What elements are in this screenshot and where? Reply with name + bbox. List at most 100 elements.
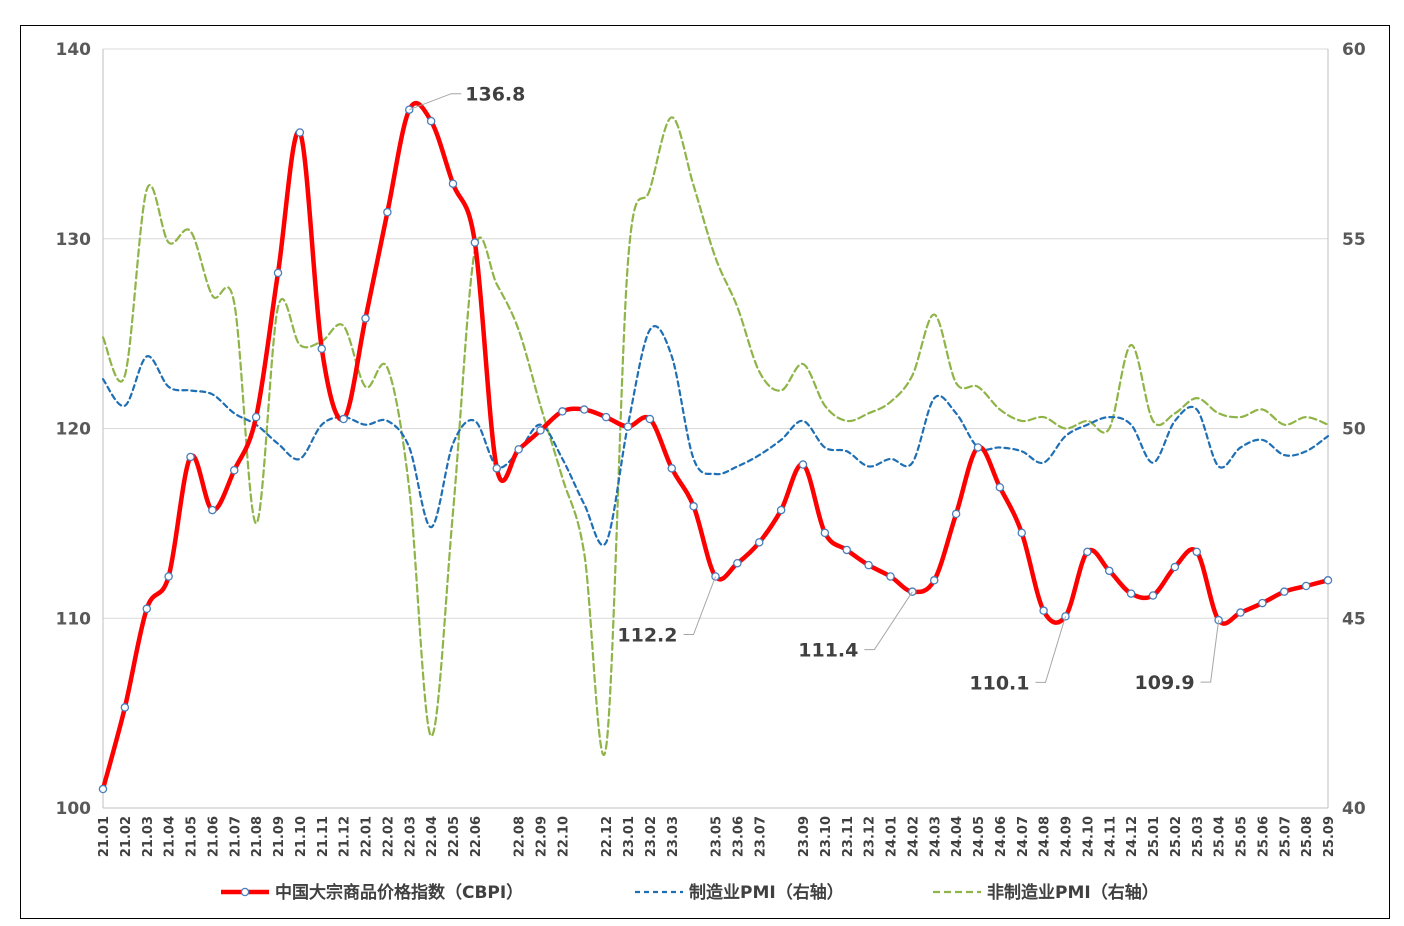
legend-label-2: 制造业PMI（右轴） (689, 882, 844, 903)
data-point (98, 784, 108, 794)
data-point (383, 207, 392, 217)
y-left-tick-label: 140 (56, 40, 92, 60)
x-tick-label: 24.02 (906, 816, 921, 857)
x-tick-label: 24.12 (1125, 816, 1140, 857)
x-tick-label: 22.01 (360, 816, 375, 857)
data-point (1236, 608, 1245, 617)
x-tick-label: 23.01 (622, 816, 637, 857)
x-tick-label: 22.10 (556, 816, 571, 857)
x-tick-label: 21.12 (338, 816, 353, 857)
x-tick-label: 24.09 (1060, 816, 1075, 857)
data-point (623, 422, 633, 431)
x-tick-label: 24.08 (1038, 816, 1053, 857)
data-point (229, 465, 239, 475)
data-point (930, 576, 939, 585)
y-right-tick-label: 55 (1342, 230, 1366, 250)
x-tick-label: 21.06 (206, 816, 221, 857)
x-tick-label: 23.03 (666, 816, 681, 857)
data-point (995, 483, 1005, 492)
data-point (580, 405, 589, 414)
x-tick-label: 24.11 (1103, 816, 1118, 857)
legend-label-3: 非制造业PMI（右轴） (987, 882, 1159, 903)
x-tick-label: 25.03 (1191, 816, 1206, 857)
data-point (1105, 566, 1114, 576)
y-right-tick-label: 40 (1342, 799, 1366, 819)
x-tick-label: 25.08 (1300, 816, 1315, 857)
y-left-tick-label: 120 (56, 420, 92, 440)
y-left-tick-label: 110 (56, 609, 92, 629)
x-tick-label: 25.06 (1256, 816, 1271, 857)
y-left-tick-label: 100 (56, 799, 92, 819)
chart-frame: 100 110 120 130 140 40 45 50 55 60 21.01 21.02 21.03… (20, 25, 1390, 919)
x-tick-label: 22.09 (535, 816, 550, 857)
callout-leader (1200, 620, 1220, 683)
data-point (1126, 589, 1136, 598)
series-line-2 (101, 325, 1330, 547)
data-point (1280, 587, 1289, 596)
data-point (1039, 606, 1048, 615)
x-tick-label: 23.12 (863, 816, 878, 857)
callout-leader (1035, 616, 1066, 683)
axes (102, 49, 1329, 809)
data-label: 111.4 (798, 640, 858, 662)
x-tick-label: 25.04 (1213, 816, 1228, 857)
data-point (339, 414, 348, 424)
y-right-tick-label: 50 (1342, 420, 1366, 440)
data-point (208, 505, 217, 515)
x-tick-label: 21.10 (294, 816, 309, 857)
data-point (1148, 591, 1158, 600)
data-point (842, 545, 852, 555)
data-point (1301, 581, 1311, 591)
data-point (667, 464, 677, 473)
data-point (317, 344, 326, 354)
x-tick-label: 24.06 (994, 816, 1009, 857)
x-tick-label: 21.03 (141, 816, 156, 857)
data-point (448, 179, 458, 188)
data-point (492, 464, 501, 473)
data-point (1170, 562, 1180, 572)
x-tick-label: 21.07 (228, 816, 243, 857)
data-point (1323, 576, 1333, 585)
data-point (820, 528, 830, 538)
data-label: 109.9 (1135, 672, 1195, 694)
data-point (558, 407, 567, 416)
series-line-1 (100, 101, 1331, 792)
callout-leader (409, 93, 462, 111)
x-tick-label: 21.11 (316, 816, 331, 857)
data-point (601, 412, 611, 422)
x-tick-label: 22.05 (447, 816, 462, 857)
x-tick-label: 25.02 (1169, 816, 1184, 857)
data-point (1192, 547, 1202, 557)
x-tick-label: 22.02 (381, 816, 396, 857)
data-point (470, 238, 480, 247)
x-tick-label: 24.01 (885, 816, 900, 857)
legend-label-1: 中国大宗商品价格指数（CBPI） (275, 882, 523, 903)
callout-leader (683, 576, 716, 636)
x-tick-label: 21.09 (272, 816, 287, 857)
data-point (536, 426, 545, 435)
data-point (142, 604, 152, 614)
x-tick-label: 24.07 (1016, 816, 1031, 857)
data-point (164, 572, 173, 581)
callout-leader (864, 591, 913, 651)
data-point (951, 509, 961, 519)
data-point (361, 314, 370, 323)
legend: 中国大宗商品价格指数（CBPI） 制造业PMI（右轴） 非制造业PMI（右轴） (221, 882, 1159, 903)
data-point (755, 538, 764, 547)
data-point (689, 502, 698, 511)
x-tick-label: 21.05 (185, 816, 200, 857)
data-point (973, 443, 983, 452)
data-point (1083, 547, 1092, 557)
data-point (186, 452, 195, 462)
data-point (514, 445, 523, 454)
x-tick-label: 21.02 (119, 816, 134, 857)
x-tick-label: 25.05 (1235, 816, 1250, 857)
data-point (864, 560, 873, 570)
data-label: 136.8 (465, 84, 525, 106)
x-tick-label: 23.05 (710, 816, 725, 857)
x-tick-label: 24.05 (972, 816, 987, 857)
data-point (886, 572, 895, 581)
x-tick-label: 24.04 (950, 816, 965, 857)
data-point (295, 128, 305, 137)
data-point (1017, 528, 1027, 538)
